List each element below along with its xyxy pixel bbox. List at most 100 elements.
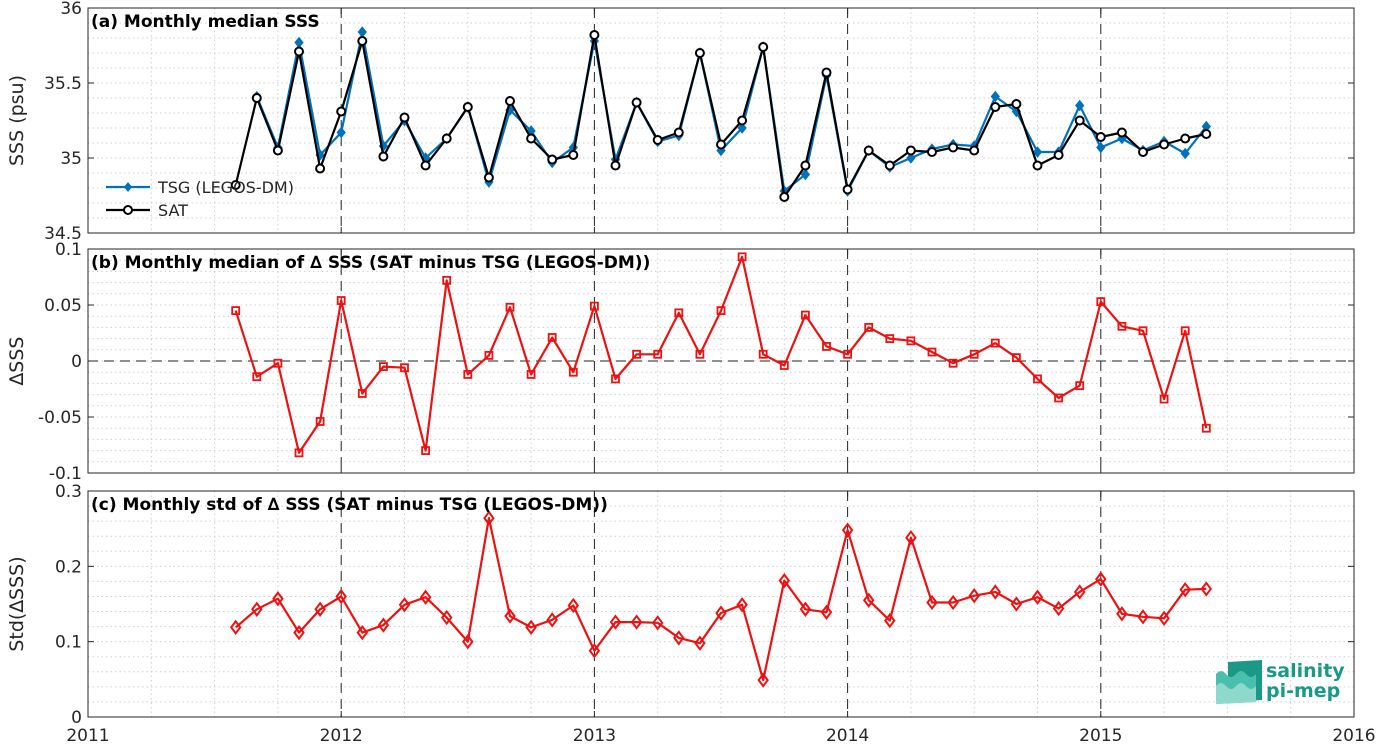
y-axis-label: ∆SSS	[6, 337, 28, 387]
data-point	[440, 609, 453, 626]
data-point	[800, 168, 811, 181]
data-point	[547, 154, 558, 165]
data-point	[336, 296, 346, 305]
data-point	[356, 624, 369, 641]
data-point	[1075, 381, 1085, 391]
x-tick-label: 2012	[320, 726, 363, 745]
data-point	[653, 349, 663, 359]
data-point	[1116, 127, 1127, 138]
data-point	[229, 619, 242, 636]
data-point	[484, 350, 494, 360]
data-point	[842, 184, 853, 195]
y-tick-label: 34.5	[44, 224, 82, 244]
data-point	[504, 608, 516, 624]
data-point	[737, 115, 748, 126]
y-tick-label: 0.2	[55, 557, 82, 577]
panel-a: 34.5 35 35.5 36 SSS (psu) (a) Monthly median …	[6, 0, 1355, 244]
data-point	[611, 374, 620, 384]
data-point	[400, 363, 409, 373]
data-point	[525, 619, 537, 636]
x-axis-labels: 2011 2012 2013 2014 2015 2016	[66, 726, 1375, 745]
legend-item: TSG (LEGOS-DM)	[106, 178, 294, 197]
data-point	[588, 643, 601, 659]
data-point	[610, 160, 621, 171]
y-tick-label: 0.05	[44, 296, 82, 316]
data-point	[272, 591, 284, 607]
data-point	[293, 624, 305, 641]
wave-logo-icon	[1216, 660, 1262, 704]
y-axis-label: SSS (psu)	[6, 75, 28, 166]
data-point	[1201, 423, 1211, 433]
data-point	[799, 601, 812, 617]
x-tick-label: 2014	[826, 726, 869, 745]
y-tick-label: 0.3	[55, 482, 82, 502]
data-point	[1179, 582, 1191, 598]
data-point	[779, 192, 790, 202]
data-point	[969, 145, 980, 156]
data-point	[926, 594, 938, 611]
series-line	[234, 517, 1207, 682]
data-point	[377, 617, 390, 633]
data-point	[315, 163, 326, 174]
data-point	[251, 93, 262, 103]
data-point	[947, 594, 959, 611]
data-point	[590, 301, 599, 311]
y-tick-label: 0.1	[55, 240, 82, 260]
data-point	[294, 448, 304, 458]
data-point	[1075, 99, 1085, 112]
data-point	[1010, 596, 1023, 612]
panel-title: (c) Monthly std of ∆ SSS (SAT minus TSG …	[91, 495, 608, 515]
data-point	[989, 584, 1002, 600]
data-point	[294, 46, 304, 57]
data-point	[399, 112, 410, 123]
data-point	[715, 605, 727, 621]
data-point	[398, 597, 411, 613]
data-point	[1137, 609, 1149, 625]
y-tick-label: 35	[60, 149, 82, 169]
data-point	[884, 160, 895, 171]
data-point	[357, 26, 367, 38]
y-tick-label: 35.5	[44, 74, 82, 94]
data-point	[990, 90, 1000, 103]
data-point	[1158, 610, 1170, 626]
data-point	[673, 630, 685, 646]
y-tick-label: 0.1	[55, 633, 82, 653]
data-point	[230, 180, 241, 190]
data-point	[1054, 393, 1063, 403]
data-point	[231, 306, 241, 316]
data-point	[1052, 600, 1065, 617]
legend-label: TSG (LEGOS-DM)	[157, 178, 294, 197]
data-point	[1032, 160, 1043, 171]
data-point	[1096, 141, 1106, 154]
axes-frame	[87, 7, 1355, 234]
series-tsg-legos-dm-	[252, 26, 1211, 197]
data-point	[905, 145, 916, 156]
data-point	[526, 370, 536, 379]
data-point	[1095, 571, 1107, 587]
data-point	[609, 614, 622, 630]
data-point	[251, 601, 263, 617]
legend-label: SAT	[158, 201, 188, 220]
data-point	[801, 310, 810, 320]
logo-line-pi-mep: pi-mep	[1266, 680, 1340, 702]
data-point	[1180, 133, 1191, 144]
data-point	[969, 349, 979, 359]
data-point	[273, 358, 283, 368]
data-point	[800, 160, 811, 171]
data-point	[1053, 150, 1064, 160]
legend-marker	[124, 182, 132, 192]
data-point	[1012, 353, 1021, 363]
data-point	[737, 122, 747, 134]
data-point	[864, 322, 874, 332]
data-point	[927, 147, 937, 157]
data-point	[420, 160, 431, 171]
x-tick-label: 2011	[66, 726, 109, 745]
data-point	[441, 133, 452, 144]
series-delta	[229, 510, 1213, 688]
y-tick-label: -0.05	[38, 408, 82, 428]
data-point	[1116, 606, 1128, 622]
data-point	[906, 152, 916, 164]
data-point	[884, 612, 896, 629]
data-point	[378, 151, 389, 162]
